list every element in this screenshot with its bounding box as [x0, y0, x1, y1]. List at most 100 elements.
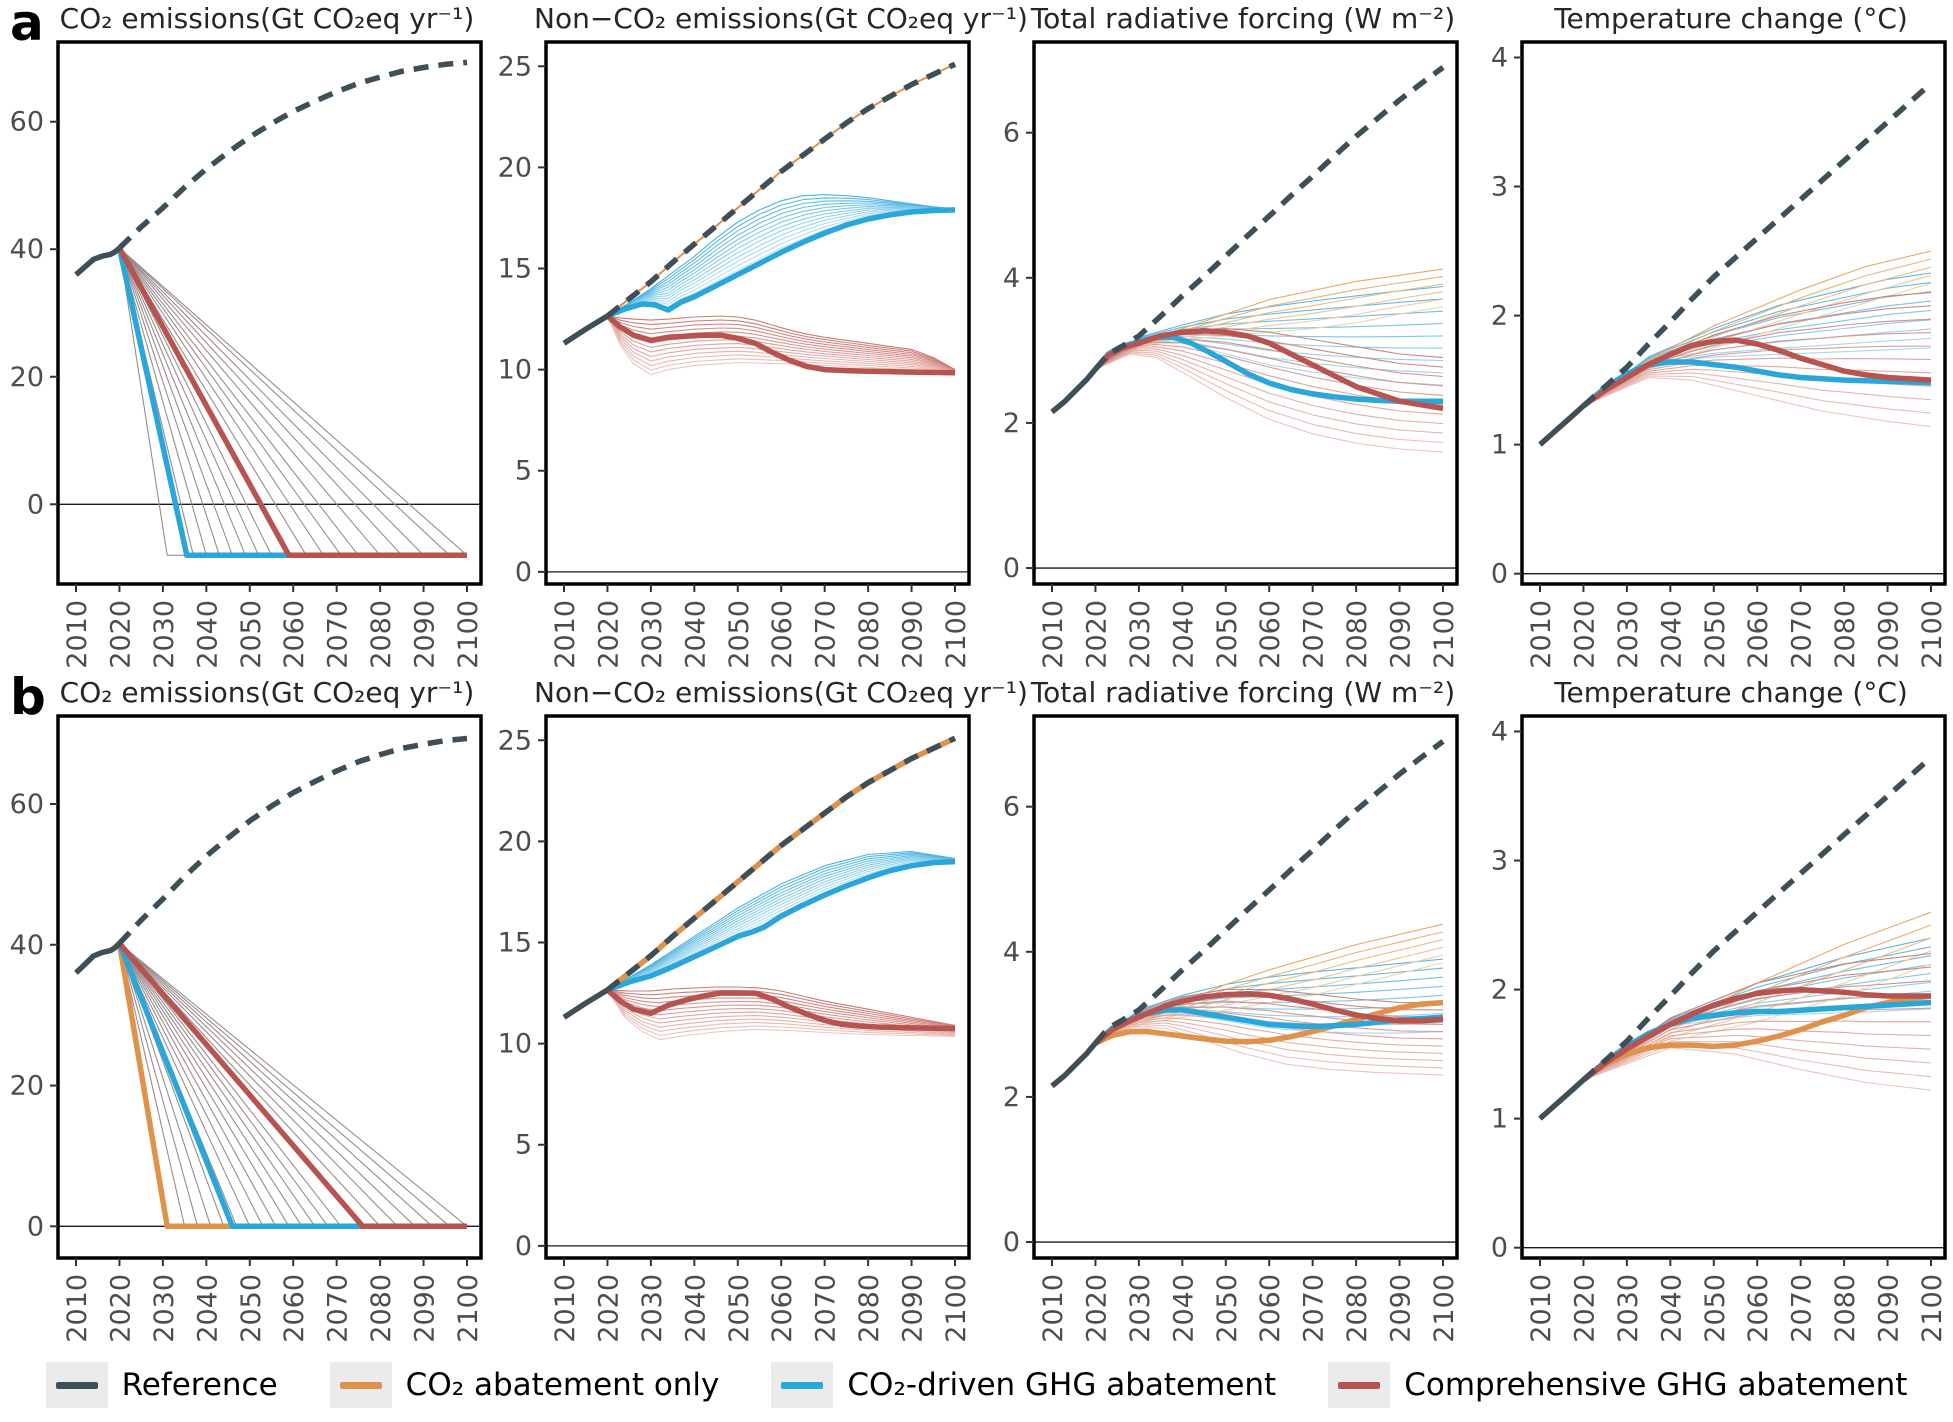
x-tick-label: 2040 — [192, 1274, 223, 1343]
panel-border — [544, 714, 971, 1260]
x-tick-label: 2050 — [1212, 1274, 1243, 1343]
x-tick-label: 2070 — [1787, 600, 1818, 669]
legend-label: Reference — [121, 1367, 278, 1403]
x-tick-label: 2010 — [62, 1274, 93, 1343]
y-tick-label: 0 — [1003, 553, 1020, 584]
comprehensive-ensemble-line — [607, 315, 956, 371]
legend-label: CO₂ abatement only — [405, 1367, 720, 1403]
historical-line — [1538, 403, 1586, 447]
x-tick-label: 2080 — [1830, 600, 1861, 669]
row-a-panels: CO₂ emissions(Gt CO₂eq yr⁻¹) 0 20 40 60 2010 2… — [0, 0, 1953, 676]
comprehensive-ensemble-line — [607, 986, 956, 1026]
x-tick-label: 2080 — [1342, 1274, 1373, 1343]
legend-label: CO₂-driven GHG abatement — [847, 1367, 1277, 1403]
blue-ensemble-line — [1583, 291, 1932, 407]
x-tick-label: 2100 — [1429, 600, 1460, 669]
red-ensemble-line — [1583, 376, 1932, 428]
x-tick-label: 2090 — [898, 600, 929, 669]
y-tick-label: 20 — [498, 152, 532, 183]
x-tick-label: 2010 — [1526, 1274, 1557, 1343]
y-tick-label: 0 — [515, 1231, 532, 1262]
x-tick-label: 2060 — [279, 600, 310, 669]
comprehensive-ghg-abatement-line — [605, 313, 956, 376]
panel-border — [1520, 40, 1947, 586]
red-ensemble-line — [1095, 1019, 1444, 1054]
x-tick-label: 2050 — [1212, 600, 1243, 669]
comprehensive-ghg-abatement-line — [1093, 991, 1444, 1046]
blue-ensemble-line — [1095, 958, 1444, 1044]
comprehensive-ensemble-line — [607, 315, 956, 371]
co2-driven-ghg-abatement-line — [606, 207, 956, 319]
panel-b-co2-emissions: CO₂ emissions(Gt CO₂eq yr⁻¹) 0 20 40 60 2010 2… — [0, 674, 488, 1350]
x-tick-label: 2080 — [366, 600, 397, 669]
x-tick-label: 2040 — [1656, 600, 1687, 669]
reference-line — [1093, 65, 1445, 371]
x-tick-label: 2070 — [1787, 1274, 1818, 1343]
legend-line-icon — [55, 1381, 98, 1389]
comprehensive-ghg-abatement-line — [1581, 337, 1932, 409]
row-a: a CO₂ emissions(Gt CO₂eq yr⁻¹) 0 20 40 60 201… — [0, 0, 1953, 674]
comprehensive-ensemble-line — [607, 315, 956, 371]
panel-a-nonco2-emissions-title: Non−CO₂ emissions(Gt CO₂eq yr⁻¹) — [534, 2, 1028, 35]
x-tick-label: 2020 — [593, 600, 624, 669]
comprehensive-ensemble-line — [607, 315, 956, 371]
legend: Reference CO₂ abatement only CO₂-driven GH… — [0, 1348, 1953, 1422]
row-b-panels: CO₂ emissions(Gt CO₂eq yr⁻¹) 0 20 40 60 2010 2… — [0, 674, 1953, 1350]
panel-b-nonco2-emissions: Non−CO₂ emissions(Gt CO₂eq yr⁻¹) 0 5 10 15 20… — [488, 674, 1028, 1350]
red-ensemble-line — [1095, 348, 1444, 415]
y-tick-label: 4 — [1003, 937, 1020, 968]
panel-b-temperature-change-plot: 0 1 2 3 4 2010 2020 2030 2040 2050 2060 2070 2080 209… — [1491, 714, 1948, 1343]
legend-key-swatch — [45, 1362, 108, 1408]
x-tick-label: 2080 — [1342, 600, 1373, 669]
comprehensive-ghg-abatement-line — [116, 246, 467, 559]
comprehensive-ghg-abatement-line — [1093, 328, 1444, 412]
x-tick-label: 2100 — [453, 1274, 484, 1343]
co2-driven-ensemble-line — [607, 850, 956, 991]
y-tick-label: 3 — [1491, 846, 1508, 877]
comprehensive-ensemble-line — [606, 315, 956, 372]
legend-item-3: Comprehensive GHG abatement — [1328, 1362, 1907, 1408]
x-tick-label: 2090 — [410, 600, 441, 669]
blue-ensemble-line — [1583, 272, 1932, 407]
x-tick-label: 2010 — [1038, 1274, 1069, 1343]
y-tick-label: 1 — [1491, 430, 1508, 461]
y-tick-label: 0 — [1491, 1233, 1508, 1264]
co2-driven-ensemble-line — [607, 207, 956, 317]
panel-a-radiative-forcing-title: Total radiative forcing (W m⁻²) — [1030, 2, 1456, 35]
co2-driven-ensemble-line — [607, 197, 956, 317]
panel-b-temperature-change: Temperature change (°C) 0 1 2 3 4 2010 2020 2030… — [1464, 674, 1952, 1350]
x-tick-label: 2050 — [724, 600, 755, 669]
x-tick-label: 2080 — [366, 1274, 397, 1343]
y-tick-label: 2 — [1003, 408, 1020, 439]
panel-border — [1032, 40, 1459, 586]
comprehensive-ghg-abatement-line — [605, 987, 956, 1032]
panel-a-nonco2-emissions-plot: 0 5 10 15 20 25 2010 2020 2030 2040 2050 2060 2070 20… — [498, 40, 972, 669]
blue-ensemble-line — [1583, 281, 1932, 407]
panel-a-radiative-forcing: Total radiative forcing (W m⁻²) 0 2 4 6 2010 2… — [976, 0, 1464, 676]
x-tick-label: 2040 — [680, 600, 711, 669]
red-ensemble-line — [1583, 993, 1932, 1081]
panel-border — [544, 40, 971, 586]
x-tick-label: 2010 — [1038, 600, 1069, 669]
red-ensemble-line — [1583, 357, 1932, 407]
x-tick-label: 2100 — [453, 600, 484, 669]
comprehensive-ensemble-line — [607, 989, 956, 1030]
x-tick-label: 2050 — [236, 1274, 267, 1343]
co2-driven-ensemble-line — [607, 858, 956, 991]
y-tick-label: 2 — [1491, 301, 1508, 332]
x-tick-label: 2030 — [1613, 1274, 1644, 1343]
red-ensemble-line — [1095, 343, 1444, 396]
x-tick-label: 2050 — [1700, 600, 1731, 669]
abatement-rate-ensemble-line — [119, 247, 468, 556]
blue-ensemble-line — [1095, 298, 1444, 370]
y-tick-label: 4 — [1003, 263, 1020, 294]
comprehensive-ensemble-line — [606, 315, 956, 373]
panel-b-radiative-forcing: Total radiative forcing (W m⁻²) 0 2 4 6 2010 2… — [976, 674, 1464, 1350]
red-ensemble-line — [1095, 1027, 1444, 1076]
panel-a-temperature-change: Temperature change (°C) 0 1 2 3 4 2010 2020 2030… — [1464, 0, 1952, 676]
co2-driven-ensemble-line — [607, 208, 955, 317]
x-tick-label: 2090 — [1386, 1274, 1417, 1343]
y-tick-label: 6 — [1003, 118, 1020, 149]
